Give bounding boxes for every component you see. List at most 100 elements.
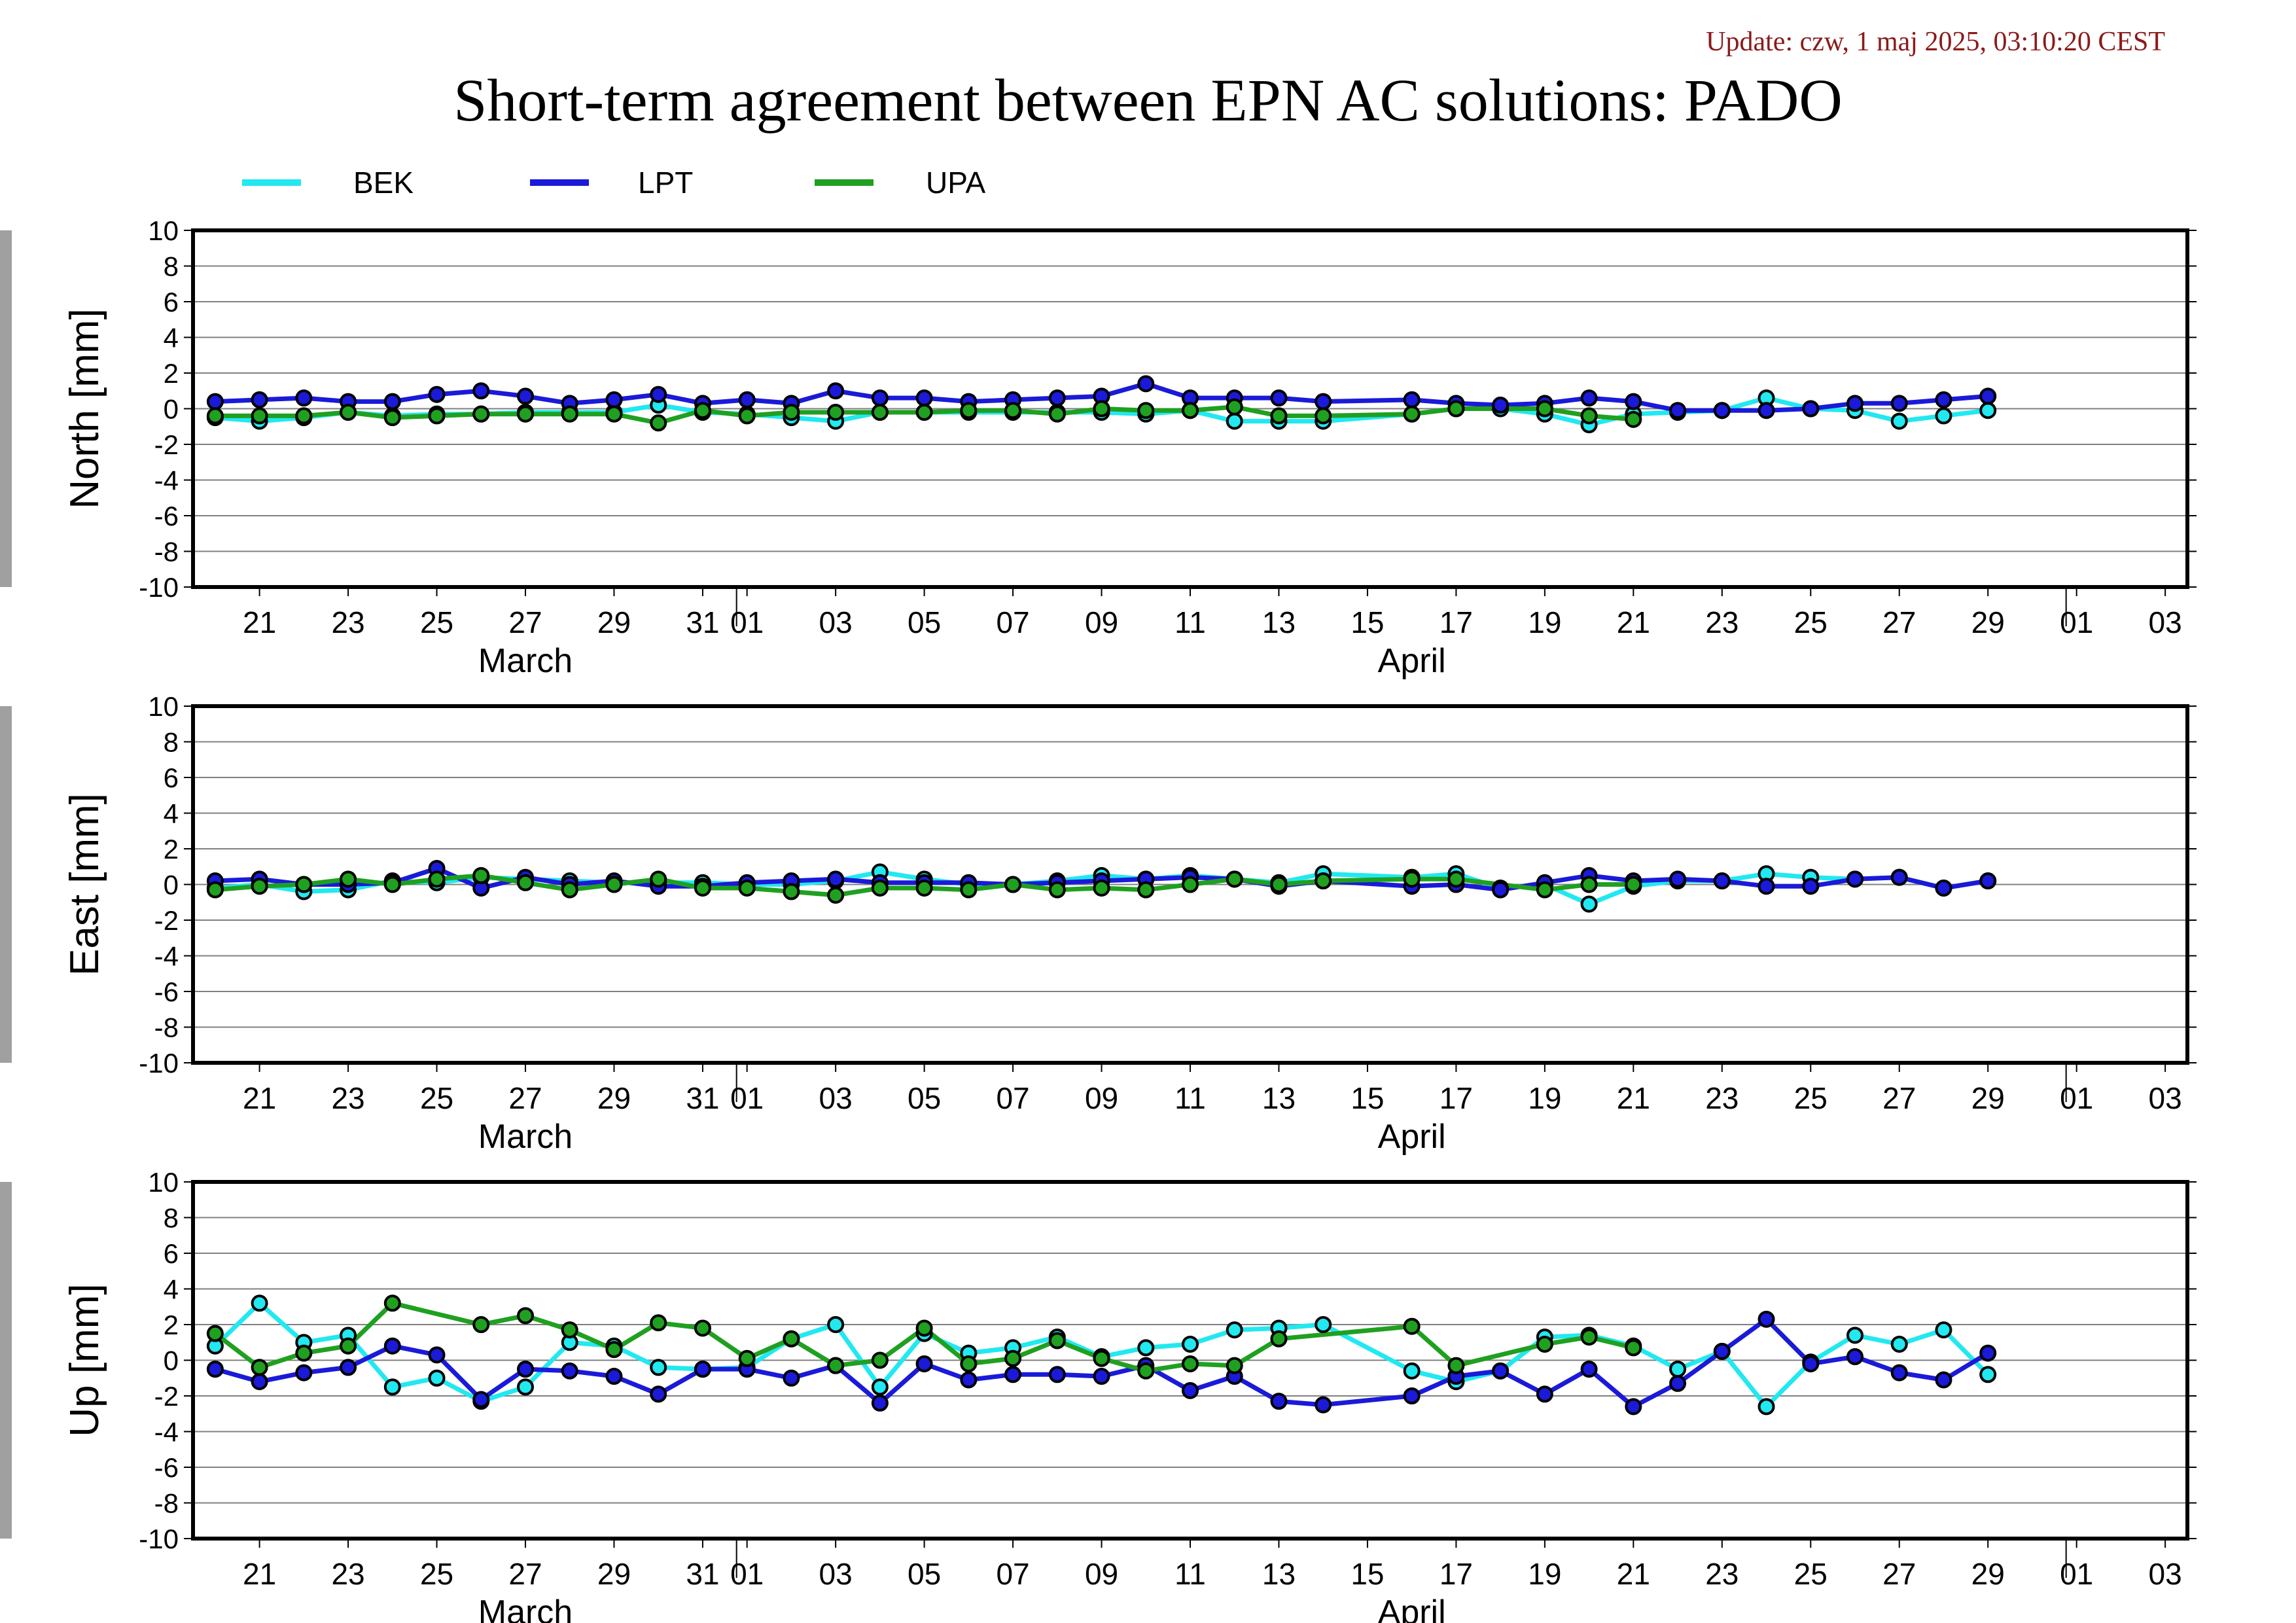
legend-swatch-bek <box>242 179 301 186</box>
y-tick-label: -4 <box>154 465 179 496</box>
data-point-lpt <box>1625 1398 1642 1416</box>
y-tick-label: -6 <box>154 1452 179 1483</box>
data-point-upa <box>871 879 889 897</box>
data-point-bek <box>1137 1339 1155 1357</box>
series-line-lpt <box>215 866 1988 893</box>
x-tick-label: 01 <box>2060 605 2093 639</box>
x-tick-label: 31 <box>686 1557 719 1591</box>
data-point-lpt <box>1935 879 1952 897</box>
x-tick-label: 05 <box>908 605 941 639</box>
data-point-upa <box>340 403 357 421</box>
data-point-bek <box>1669 1361 1687 1378</box>
x-tick-label: 19 <box>1528 605 1561 639</box>
data-point-upa <box>561 1321 578 1339</box>
x-tick-label: 29 <box>597 605 631 639</box>
data-point-upa <box>915 879 933 897</box>
data-point-lpt <box>1580 389 1598 407</box>
data-point-bek <box>1226 1321 1243 1339</box>
data-point-upa <box>561 881 578 899</box>
data-point-lpt <box>251 391 268 408</box>
data-point-upa <box>295 407 313 425</box>
x-tick-label: 25 <box>1794 1081 1828 1115</box>
x-tick-label: 15 <box>1351 1557 1384 1591</box>
x-tick-label: 21 <box>243 1557 276 1591</box>
data-point-lpt <box>1979 1344 1997 1362</box>
x-tick-label: 29 <box>1971 605 2005 639</box>
y-tick-label: 4 <box>164 323 179 353</box>
data-point-bek <box>428 1369 446 1387</box>
data-point-upa <box>1137 1362 1155 1380</box>
data-point-lpt <box>428 1346 446 1364</box>
data-point-upa <box>1182 876 1199 893</box>
x-tick-label: 25 <box>420 605 453 639</box>
x-tick-label: 11 <box>1174 605 1206 639</box>
data-point-upa <box>1004 876 1022 893</box>
y-tick-label: 0 <box>164 1346 179 1376</box>
data-point-upa <box>694 402 711 419</box>
data-point-upa <box>1048 1332 1066 1349</box>
data-point-lpt <box>1093 1368 1110 1385</box>
month-label: March <box>478 1118 573 1156</box>
data-point-upa <box>1093 879 1110 897</box>
x-tick-label: 13 <box>1262 1081 1296 1115</box>
y-axis-label: North [mm] <box>62 308 107 509</box>
data-point-upa <box>605 405 623 423</box>
data-point-lpt <box>1979 387 1997 405</box>
y-tick-label: 4 <box>164 798 179 829</box>
data-point-upa <box>783 403 800 421</box>
data-point-lpt <box>1890 868 1908 886</box>
data-point-bek <box>517 1378 534 1396</box>
x-tick-label: 23 <box>331 1557 364 1591</box>
data-point-upa <box>1536 1335 1553 1353</box>
y-tick-label: 10 <box>148 215 179 246</box>
data-point-upa <box>472 405 490 423</box>
data-point-lpt <box>472 1391 490 1408</box>
data-point-lpt <box>1757 878 1775 895</box>
data-point-upa <box>517 874 534 891</box>
data-point-upa <box>1182 402 1199 419</box>
y-tick-label: 8 <box>164 1203 179 1234</box>
data-point-upa <box>1403 405 1421 423</box>
data-point-upa <box>1137 881 1155 899</box>
y-tick-label: 6 <box>164 762 179 793</box>
data-point-lpt <box>915 389 933 407</box>
data-point-upa <box>1226 1357 1243 1374</box>
data-point-upa <box>1048 405 1066 423</box>
data-point-lpt <box>1625 393 1642 410</box>
data-point-lpt <box>1846 1348 1863 1366</box>
data-point-lpt <box>206 1361 224 1378</box>
y-tick-label: 2 <box>164 358 179 389</box>
x-tick-label: 03 <box>819 1557 853 1591</box>
x-tick-label: 03 <box>2149 605 2182 639</box>
data-point-lpt <box>1757 1310 1775 1328</box>
x-tick-label: 01 <box>730 1557 764 1591</box>
data-point-upa <box>871 1351 889 1369</box>
data-point-upa <box>605 876 623 893</box>
x-tick-label: 07 <box>996 1081 1029 1115</box>
data-point-upa <box>738 879 756 897</box>
x-tick-label: 25 <box>420 1557 453 1591</box>
y-axis-label: East [mm] <box>62 793 107 976</box>
x-tick-label: 11 <box>1174 1557 1206 1591</box>
x-tick-label: 05 <box>908 1557 941 1591</box>
data-point-lpt <box>1890 1364 1908 1382</box>
data-point-upa <box>1536 400 1553 418</box>
data-point-upa <box>206 407 224 425</box>
data-point-lpt <box>1802 1355 1820 1372</box>
x-tick-label: 21 <box>243 1081 276 1115</box>
data-point-lpt <box>1802 878 1820 895</box>
y-tick-label: -8 <box>154 1012 179 1043</box>
data-point-bek <box>871 1378 889 1396</box>
x-tick-label: 23 <box>331 605 364 639</box>
data-point-upa <box>295 1344 313 1362</box>
data-point-lpt <box>1713 1342 1731 1360</box>
data-point-upa <box>1403 870 1421 888</box>
data-point-upa <box>694 879 711 897</box>
x-tick-label: 09 <box>1085 1557 1118 1591</box>
data-point-bek <box>1890 412 1908 430</box>
x-tick-label: 29 <box>1971 1557 2005 1591</box>
data-point-bek <box>1935 407 1952 425</box>
data-point-bek <box>1580 895 1598 913</box>
x-tick-label: 27 <box>508 1081 542 1115</box>
x-tick-label: 09 <box>1085 605 1118 639</box>
